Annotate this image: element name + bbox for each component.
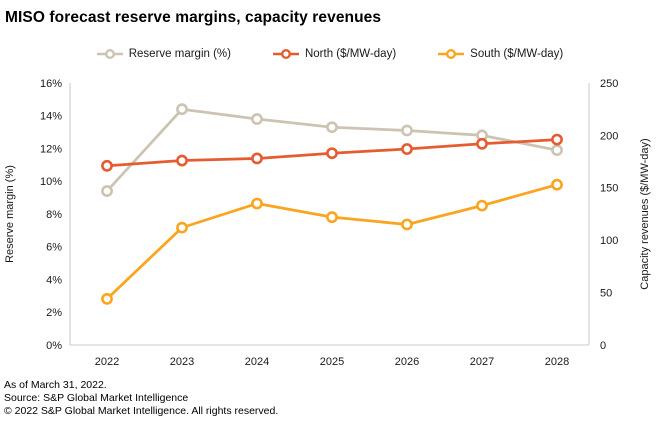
right-tick-label: 250 [600, 78, 618, 90]
legend-circle [446, 49, 457, 59]
data-point [476, 199, 488, 212]
x-tick-label: 2026 [395, 356, 419, 368]
legend-label: South ($/MW-day) [470, 48, 564, 60]
right-tick-label: 150 [600, 183, 618, 195]
data-point [251, 197, 263, 210]
data-point [326, 121, 338, 134]
chart-legend: Reserve margin (%) North ($/MW-day) South … [0, 48, 660, 60]
left-tick-label: 8% [46, 209, 62, 221]
plot-frame [69, 83, 590, 346]
copyright-note: © 2022 S&P Global Market Intelligence. A… [4, 405, 279, 417]
x-tick-label: 2028 [545, 356, 569, 368]
x-tick-label: 2025 [320, 356, 344, 368]
left-tick-label: 6% [46, 242, 62, 254]
left-tick-label: 12% [40, 143, 62, 155]
data-point [251, 152, 263, 165]
right-tick-label: 50 [600, 287, 612, 299]
data-point [176, 154, 188, 167]
legend-item-south-mw-day: South ($/MW-day) [438, 48, 563, 60]
legend-circle [104, 49, 115, 59]
legend-label: Reserve margin (%) [128, 48, 231, 60]
chart-title: MISO forecast reserve margins, capacity … [5, 9, 382, 26]
legend-marker-icon [96, 49, 123, 59]
data-point [101, 159, 113, 172]
data-point [176, 221, 188, 234]
series-group [101, 103, 563, 305]
as-of-note: As of March 31, 2022. [4, 379, 107, 391]
x-tick-label: 2024 [245, 356, 269, 368]
legend-item-north-mw-day: North ($/MW-day) [272, 48, 397, 60]
right-tick-label: 0 [600, 340, 606, 352]
legend-marker-icon [272, 49, 299, 59]
right-axis-title: Capacity revenues ($/MW-day) [639, 138, 651, 289]
left-tick-label: 14% [40, 111, 62, 123]
left-tick-label: 2% [46, 307, 62, 319]
data-point [401, 218, 413, 231]
x-axis-ticks: 2022 2023 2024 2025 2026 2027 2028 [95, 356, 569, 368]
data-point [326, 211, 338, 224]
left-axis-ticks: 0% 2% 4% 6% 8% 10% 12% 14% 16% [40, 78, 62, 352]
data-point [551, 144, 563, 157]
chart-footnotes: As of March 31, 2022. Source: S&P Global… [4, 379, 278, 418]
data-point [401, 124, 413, 137]
line-chart: 0% 2% 4% 6% 8% 10% 12% 14% 16% 0 50 100 150 200 250 2… [4, 78, 651, 368]
data-point [251, 113, 263, 125]
data-point [551, 178, 563, 191]
x-tick-label: 2023 [170, 356, 194, 368]
series-line [106, 183, 558, 300]
legend-marker-icon [438, 49, 465, 59]
data-point [176, 103, 188, 116]
legend-circle [280, 49, 291, 59]
left-tick-label: 0% [46, 340, 62, 352]
series-south-mw-day [101, 178, 563, 305]
right-tick-label: 200 [600, 130, 618, 142]
legend-item-reserve-margin: Reserve margin (%) [96, 48, 231, 60]
left-tick-label: 4% [46, 274, 62, 286]
right-tick-label: 100 [600, 235, 618, 247]
series-north-mw-day [101, 133, 563, 172]
data-point [551, 133, 563, 146]
data-point [326, 147, 338, 160]
x-tick-label: 2027 [470, 356, 494, 368]
right-axis-ticks: 0 50 100 150 200 250 [600, 78, 618, 352]
data-point [101, 185, 113, 197]
left-tick-label: 16% [40, 78, 62, 90]
left-tick-label: 10% [40, 176, 62, 188]
left-axis-title: Reserve margin (%) [4, 165, 16, 263]
legend-label: North ($/MW-day) [304, 48, 397, 60]
data-point [101, 292, 113, 305]
series-reserve-margin [101, 103, 563, 197]
source-note: Source: S&P Global Market Intelligence [4, 392, 189, 404]
data-point [401, 143, 413, 155]
data-point [476, 137, 488, 150]
x-tick-label: 2022 [95, 356, 119, 368]
